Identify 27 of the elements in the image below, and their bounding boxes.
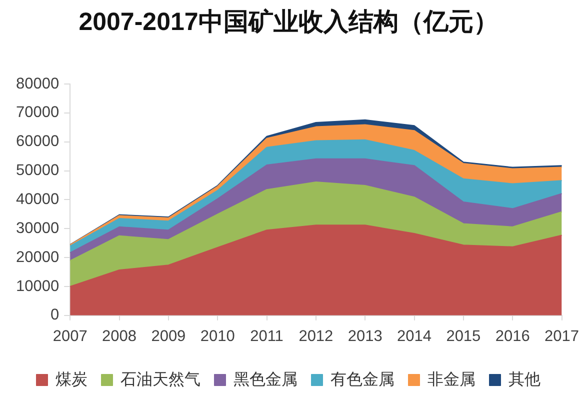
- legend-label: 有色金属: [330, 371, 394, 388]
- x-tick-label: 2008: [102, 328, 137, 345]
- x-tick-label: 2017: [544, 328, 579, 345]
- x-tick-label: 2010: [200, 328, 236, 345]
- y-tick-label: 80000: [16, 75, 60, 92]
- y-tick-label: 20000: [16, 248, 60, 266]
- y-tick-label: 70000: [16, 104, 60, 122]
- x-tick-label: 2013: [348, 328, 382, 345]
- y-tick-label: 10000: [16, 278, 60, 295]
- legend-label: 石油天然气: [120, 370, 200, 388]
- x-tick-label: 2016: [495, 328, 530, 345]
- x-tick-label: 2007: [52, 328, 88, 345]
- y-tick-label: 40000: [16, 190, 60, 208]
- legend-label: 煤炭: [56, 370, 88, 388]
- y-tick-label: 0: [50, 306, 60, 324]
- legend-label: 非金属: [428, 370, 476, 388]
- y-tick-label: 30000: [16, 220, 60, 237]
- x-tick-label: 2009: [151, 328, 186, 345]
- x-tick-label: 2012: [298, 328, 334, 345]
- legend-label: 黑色金属: [234, 371, 298, 388]
- y-tick-label: 50000: [16, 162, 60, 180]
- x-tick-label: 2011: [250, 328, 284, 345]
- x-tick-label: 2014: [397, 328, 432, 345]
- x-tick-label: 2015: [446, 328, 481, 345]
- legend-label: 其他: [508, 370, 540, 388]
- y-tick-label: 60000: [16, 133, 60, 150]
- chart-title: 2007-2017中国矿业收入结构（亿元）: [78, 8, 498, 36]
